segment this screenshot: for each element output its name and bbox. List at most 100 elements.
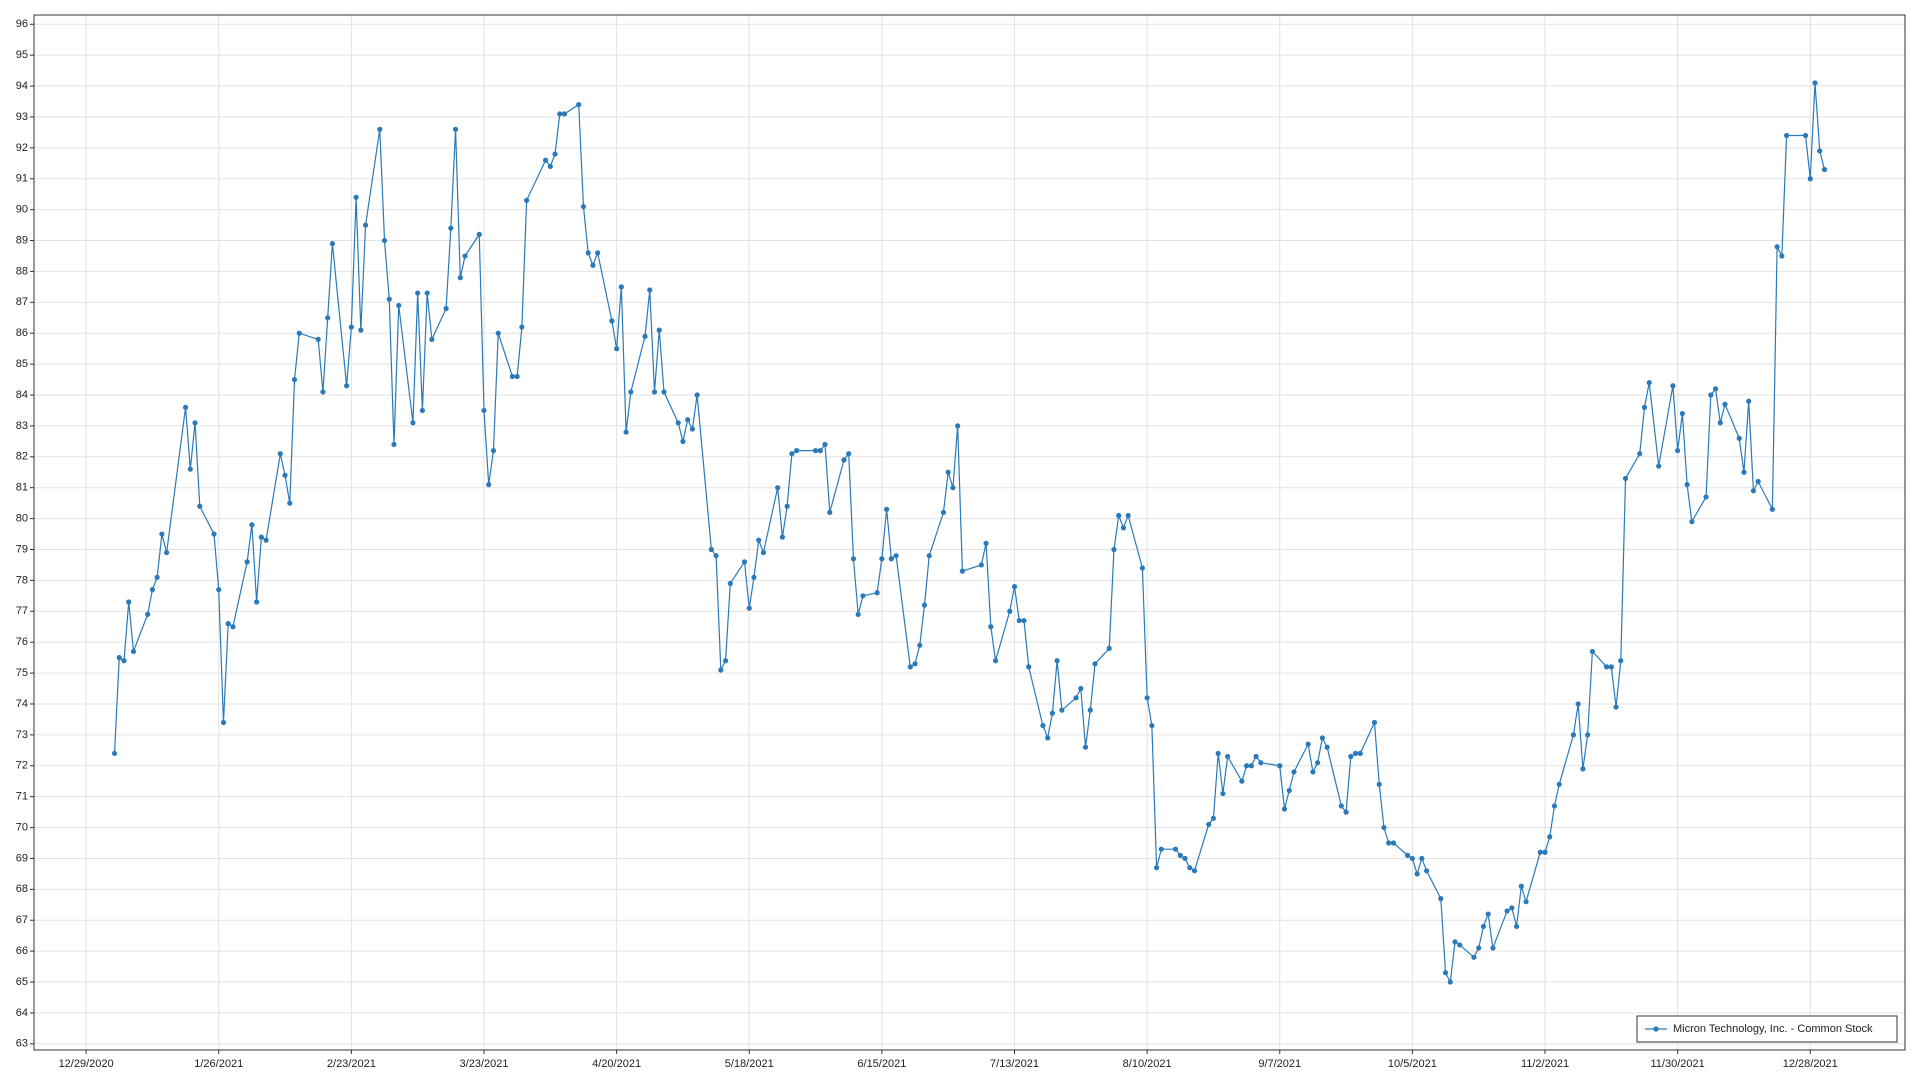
y-tick-label: 64 — [16, 1007, 28, 1019]
data-point — [1471, 954, 1477, 960]
data-point — [614, 346, 620, 352]
data-point — [978, 562, 984, 568]
y-tick-label: 90 — [16, 204, 28, 216]
data-point — [547, 163, 553, 169]
data-point — [1817, 148, 1823, 154]
data-point — [542, 157, 549, 163]
data-point — [983, 540, 989, 546]
data-point — [789, 451, 795, 457]
y-tick-label: 93 — [16, 111, 28, 123]
data-point — [320, 389, 326, 395]
data-point — [1485, 911, 1491, 917]
data-point — [291, 376, 298, 383]
y-tick-label: 71 — [16, 791, 28, 803]
data-point — [940, 509, 947, 516]
data-point — [623, 429, 629, 435]
data-point — [1011, 583, 1018, 590]
data-point — [216, 587, 222, 593]
x-tick-label: 7/13/2021 — [990, 1058, 1039, 1070]
data-point — [249, 522, 255, 528]
data-point — [1722, 401, 1728, 407]
x-tick-label: 11/30/2021 — [1651, 1058, 1705, 1070]
data-point — [1021, 617, 1027, 624]
y-tick-label: 63 — [16, 1038, 28, 1050]
data-point — [1310, 769, 1316, 775]
data-point — [1405, 852, 1411, 858]
x-tick-label: 6/15/2021 — [857, 1058, 906, 1070]
data-point — [1092, 661, 1098, 667]
legend-box — [1636, 1015, 1898, 1043]
data-point — [519, 324, 525, 330]
data-point — [329, 241, 336, 247]
data-point — [912, 661, 918, 667]
y-tick-label: 96 — [16, 18, 28, 30]
data-point — [689, 426, 696, 432]
data-point — [495, 330, 501, 336]
data-point — [145, 611, 151, 617]
data-point — [116, 655, 122, 661]
data-point — [1755, 478, 1761, 485]
data-point — [1613, 704, 1619, 710]
x-tick-label: 11/2/2021 — [1521, 1058, 1569, 1070]
data-point — [1689, 519, 1695, 525]
data-point — [315, 336, 321, 343]
data-point — [192, 420, 198, 426]
data-point — [1618, 658, 1624, 664]
data-point — [1191, 868, 1198, 874]
y-tick-label: 65 — [16, 976, 28, 988]
data-point — [220, 719, 227, 726]
data-point — [111, 750, 118, 757]
data-point — [1305, 741, 1311, 747]
data-point — [1490, 945, 1496, 951]
data-point — [1509, 905, 1515, 911]
data-point — [1409, 855, 1415, 862]
data-point — [1390, 840, 1397, 846]
x-tick-label: 3/23/2021 — [460, 1058, 509, 1070]
data-point — [628, 389, 634, 395]
x-tick-label: 12/28/2021 — [1783, 1058, 1838, 1070]
y-tick-label: 66 — [16, 945, 28, 957]
data-point — [642, 333, 648, 339]
data-point — [1637, 451, 1643, 457]
data-point — [381, 237, 388, 244]
y-tick-label: 67 — [16, 914, 28, 926]
data-point — [576, 101, 582, 108]
data-point — [850, 556, 857, 562]
data-point — [746, 605, 752, 611]
data-point — [1059, 707, 1065, 713]
y-tick-label: 94 — [16, 80, 28, 92]
data-point — [784, 503, 790, 509]
data-point — [1225, 753, 1231, 760]
data-point — [1125, 512, 1131, 519]
data-point — [1438, 896, 1444, 902]
data-point — [884, 506, 890, 512]
data-point — [1315, 760, 1321, 766]
data-point — [718, 667, 724, 673]
data-point — [524, 197, 530, 203]
data-point — [154, 574, 160, 580]
data-point — [775, 485, 781, 491]
data-point — [1457, 942, 1463, 948]
data-point — [1575, 701, 1581, 707]
data-point — [1746, 398, 1752, 404]
data-point — [1210, 815, 1217, 821]
y-tick-label: 69 — [16, 852, 28, 864]
data-point — [1187, 865, 1193, 871]
data-point — [1807, 176, 1813, 182]
data-point — [1603, 664, 1610, 670]
data-point — [846, 451, 852, 457]
data-point — [1414, 871, 1420, 877]
data-point — [1684, 482, 1690, 488]
data-point — [1547, 834, 1553, 840]
data-point — [794, 448, 800, 454]
data-point — [1556, 781, 1562, 787]
data-point — [1551, 803, 1558, 809]
data-point — [419, 407, 426, 414]
data-point — [1646, 380, 1652, 386]
data-point — [1589, 648, 1595, 655]
data-point — [1712, 386, 1719, 392]
data-point — [490, 448, 497, 454]
data-point — [656, 327, 662, 333]
data-point — [1769, 506, 1775, 512]
data-point — [1608, 664, 1614, 670]
